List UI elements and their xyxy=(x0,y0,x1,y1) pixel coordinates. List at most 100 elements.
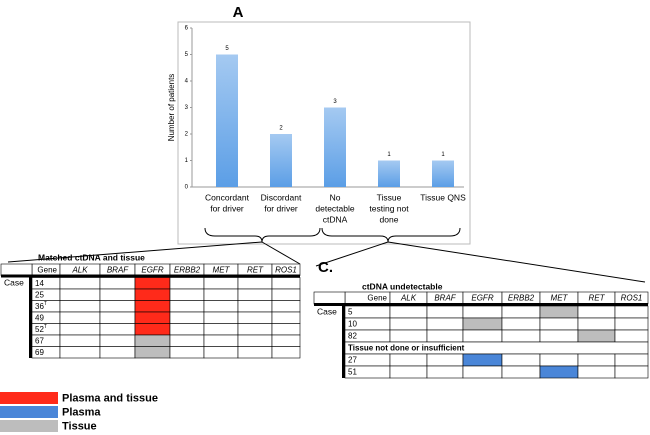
gene-cell xyxy=(203,311,239,324)
gene-cell xyxy=(501,305,541,319)
gene-cell xyxy=(271,346,301,359)
gene-cell xyxy=(59,288,101,301)
gene-cell xyxy=(169,300,205,313)
legend-swatch xyxy=(0,406,58,418)
legend-label: Plasma xyxy=(62,406,101,418)
gene-cell xyxy=(169,334,205,347)
gene-cell xyxy=(134,323,171,336)
gene-cell xyxy=(389,329,428,343)
case-number: 67 xyxy=(35,336,44,345)
gene-cell xyxy=(237,334,273,347)
gene-cell xyxy=(271,288,301,301)
header-text: RET xyxy=(589,294,606,303)
gene-cell xyxy=(614,305,649,319)
header-text: ROS1 xyxy=(621,294,643,303)
x-tick-label: Tissue QNS xyxy=(420,192,466,202)
case-number: 36T xyxy=(35,301,47,311)
gene-cell xyxy=(577,353,616,367)
gene-cell xyxy=(462,317,503,331)
gene-cell xyxy=(462,329,503,343)
bar xyxy=(432,160,454,187)
gene-cell xyxy=(462,365,503,379)
header-text: ALK xyxy=(400,294,417,303)
case-number: 5 xyxy=(348,308,353,317)
gene-cell xyxy=(426,317,464,331)
gene-cell xyxy=(134,311,171,324)
header-text: ALK xyxy=(71,265,88,274)
x-tick-label: detectable xyxy=(315,203,354,213)
table-title: ctDNA undetectable xyxy=(362,281,443,291)
gene-cell xyxy=(99,288,136,301)
connector xyxy=(7,241,646,283)
gene-cell xyxy=(203,334,239,347)
header-rule xyxy=(1,274,300,278)
y-tick-label: 5 xyxy=(185,52,189,58)
case-text: 49 xyxy=(35,313,44,322)
case-text: 25 xyxy=(35,290,44,299)
case-number: 69 xyxy=(35,348,44,357)
gene-cell xyxy=(539,353,579,367)
x-tick-label: Concordant xyxy=(205,192,250,202)
case-number: 82 xyxy=(348,332,357,341)
value-label: 1 xyxy=(387,152,391,158)
header-rule xyxy=(314,303,648,306)
header-left xyxy=(0,263,33,276)
gene-cell xyxy=(237,311,273,324)
gene-cell xyxy=(539,365,579,379)
header-text: BRAF xyxy=(107,265,129,274)
brace xyxy=(321,227,461,243)
case-text: 14 xyxy=(35,279,44,288)
case-superscript: T xyxy=(44,301,47,307)
case-superscript: T xyxy=(44,324,47,330)
gene-cell xyxy=(501,329,541,343)
case-number: 27 xyxy=(348,356,357,365)
value-label: 1 xyxy=(441,152,445,158)
x-tick-label: for driver xyxy=(264,203,298,213)
left-rule xyxy=(29,276,32,358)
header-text: Gene xyxy=(367,294,387,303)
y-tick-label: 3 xyxy=(185,105,189,111)
gene-cell xyxy=(577,365,616,379)
gene-cell xyxy=(169,311,205,324)
gene-cell xyxy=(271,334,301,347)
gene-cell xyxy=(99,311,136,324)
value-label: 2 xyxy=(279,126,283,132)
gene-cell xyxy=(501,317,541,331)
gene-cell xyxy=(271,311,301,324)
x-tick-label: Discordant xyxy=(261,192,302,202)
gene-cell xyxy=(501,353,541,367)
gene-cell xyxy=(389,365,428,379)
y-tick-label: 4 xyxy=(185,79,189,85)
gene-cell xyxy=(614,317,649,331)
gene-cell xyxy=(134,334,171,347)
gene-cell xyxy=(426,365,464,379)
left-rule xyxy=(342,305,345,378)
gene-cell xyxy=(462,353,503,367)
header-text: ROS1 xyxy=(275,265,297,274)
case-text: 69 xyxy=(35,348,44,357)
case-text: 36 xyxy=(35,302,44,311)
gene-cell xyxy=(203,288,239,301)
y-tick-label: 6 xyxy=(185,26,189,32)
gene-cell xyxy=(237,300,273,313)
gene-cell xyxy=(134,288,171,301)
gene-cell xyxy=(539,329,579,343)
x-tick-label: Tissue xyxy=(377,192,402,202)
panel-label: A xyxy=(233,4,244,21)
gene-cell xyxy=(59,277,101,290)
x-tick-label: done xyxy=(380,214,399,224)
gene-cell xyxy=(237,346,273,359)
x-tick-label: ctDNA xyxy=(323,214,348,224)
gene-cell xyxy=(426,353,464,367)
case-number: 10 xyxy=(348,320,357,329)
header-text: RET xyxy=(247,265,264,274)
gene-cell xyxy=(99,277,136,290)
gene-cell xyxy=(203,346,239,359)
gene-cell xyxy=(203,300,239,313)
gene-cell xyxy=(389,305,428,319)
row-label: Case xyxy=(4,278,24,288)
gene-cell xyxy=(169,346,205,359)
gene-cell xyxy=(577,329,616,343)
case-number: 25 xyxy=(35,290,44,299)
